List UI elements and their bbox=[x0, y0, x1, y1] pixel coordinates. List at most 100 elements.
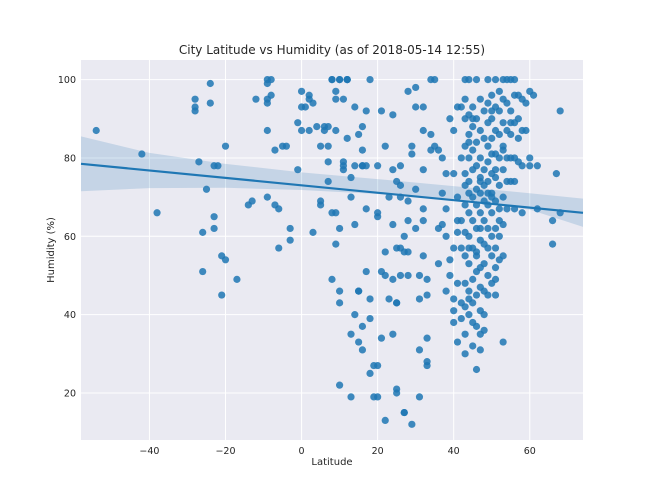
y-tick-label: 40 bbox=[64, 310, 76, 321]
data-point bbox=[404, 248, 412, 256]
data-point bbox=[374, 393, 382, 401]
data-point bbox=[347, 330, 355, 338]
data-point bbox=[434, 146, 443, 154]
data-point bbox=[453, 279, 462, 287]
data-point bbox=[499, 166, 507, 174]
data-point bbox=[442, 287, 450, 295]
data-point bbox=[381, 142, 389, 150]
data-point bbox=[480, 134, 488, 142]
data-point bbox=[316, 142, 325, 150]
data-point bbox=[495, 154, 503, 162]
data-point bbox=[465, 154, 473, 162]
data-point bbox=[438, 220, 446, 229]
data-point bbox=[510, 75, 519, 84]
data-point bbox=[499, 193, 507, 201]
data-point bbox=[415, 393, 424, 401]
data-point bbox=[408, 150, 416, 158]
data-point bbox=[476, 209, 484, 217]
data-point bbox=[419, 217, 427, 225]
data-point bbox=[328, 75, 336, 84]
data-point bbox=[336, 224, 344, 233]
data-point bbox=[385, 295, 393, 303]
data-point bbox=[400, 408, 408, 417]
data-point bbox=[374, 162, 382, 170]
data-point bbox=[385, 193, 393, 201]
data-point bbox=[393, 385, 401, 393]
data-point bbox=[351, 220, 359, 229]
data-point bbox=[415, 271, 424, 280]
data-point bbox=[484, 177, 492, 186]
confidence-band-layer bbox=[81, 136, 583, 227]
data-point bbox=[488, 91, 496, 99]
data-point bbox=[514, 134, 522, 142]
data-point bbox=[465, 287, 473, 295]
data-point bbox=[332, 126, 340, 135]
data-point bbox=[423, 275, 431, 283]
data-point bbox=[404, 87, 412, 95]
x-tick-label: 0 bbox=[299, 446, 305, 457]
data-point bbox=[484, 75, 492, 84]
data-point bbox=[484, 224, 492, 233]
data-point bbox=[336, 299, 344, 307]
data-point bbox=[488, 134, 496, 142]
x-tick-labels: −40 −20 0 20 40 60 bbox=[139, 446, 535, 457]
data-point bbox=[488, 193, 496, 201]
data-point bbox=[469, 217, 477, 225]
data-point bbox=[324, 158, 332, 166]
data-point bbox=[324, 142, 332, 150]
data-point bbox=[210, 213, 218, 221]
data-point bbox=[507, 130, 515, 139]
data-point bbox=[450, 318, 458, 327]
data-point bbox=[324, 177, 332, 186]
data-point bbox=[514, 115, 522, 123]
data-point bbox=[267, 75, 275, 84]
scatter-points bbox=[92, 75, 564, 428]
data-point bbox=[358, 322, 367, 330]
data-point bbox=[533, 162, 541, 170]
data-point bbox=[332, 209, 340, 217]
data-point bbox=[431, 75, 439, 84]
data-point bbox=[488, 115, 496, 123]
data-point bbox=[480, 326, 488, 334]
data-point bbox=[412, 224, 420, 233]
data-point bbox=[294, 119, 302, 127]
y-tick-labels: 20 40 60 80 100 bbox=[58, 75, 76, 399]
data-point bbox=[480, 260, 488, 268]
data-point bbox=[469, 103, 477, 111]
data-point bbox=[336, 381, 344, 389]
data-point bbox=[419, 252, 427, 260]
data-point bbox=[480, 107, 488, 115]
data-point bbox=[491, 275, 500, 283]
regression-line-layer bbox=[80, 162, 584, 214]
data-point bbox=[465, 260, 473, 268]
data-point bbox=[355, 130, 363, 139]
y-tick-label: 60 bbox=[64, 232, 76, 243]
data-point bbox=[336, 75, 344, 84]
data-point bbox=[297, 126, 306, 135]
data-point bbox=[358, 122, 367, 131]
data-point bbox=[263, 99, 271, 107]
data-point bbox=[389, 111, 397, 119]
data-point bbox=[476, 154, 484, 162]
data-point bbox=[472, 322, 481, 330]
data-point bbox=[503, 99, 511, 107]
data-point bbox=[495, 107, 503, 115]
data-point bbox=[472, 162, 481, 170]
data-point bbox=[271, 146, 279, 154]
data-point bbox=[484, 271, 492, 280]
data-point bbox=[499, 338, 507, 346]
data-point bbox=[347, 393, 355, 401]
data-point bbox=[548, 217, 557, 225]
data-point bbox=[491, 291, 500, 299]
data-point bbox=[476, 126, 484, 135]
data-point bbox=[495, 232, 503, 240]
data-point bbox=[412, 83, 420, 92]
data-point bbox=[381, 416, 389, 425]
data-point bbox=[423, 291, 431, 299]
data-point bbox=[362, 267, 370, 276]
data-point bbox=[214, 162, 222, 170]
data-point bbox=[461, 170, 469, 178]
x-tick-label: 20 bbox=[372, 446, 384, 457]
data-point bbox=[472, 75, 481, 84]
data-point bbox=[522, 99, 530, 107]
